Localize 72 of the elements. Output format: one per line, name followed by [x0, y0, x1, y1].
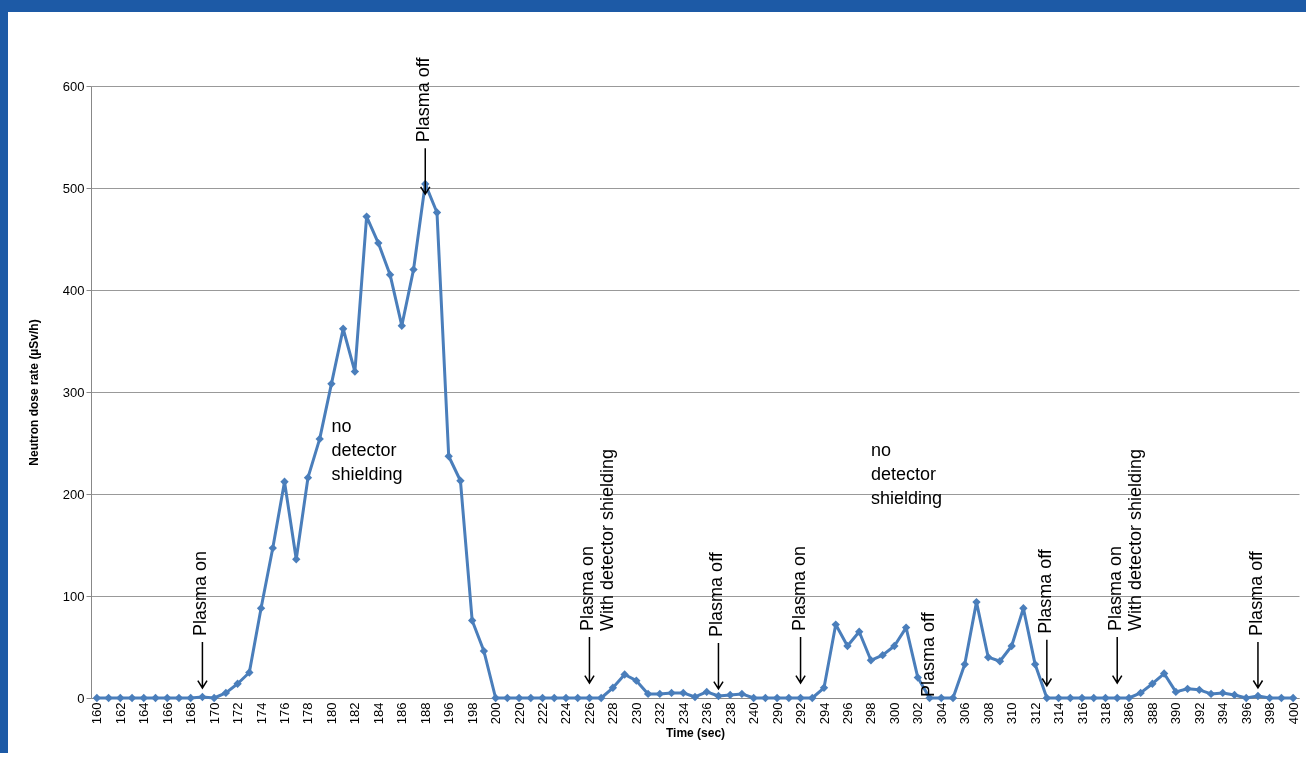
x-tick-label: 290 [769, 702, 785, 725]
y-tick-label: 0 [77, 690, 85, 706]
y-tick-label: 200 [62, 486, 85, 502]
x-tick-label: 238 [722, 702, 738, 725]
x-tick-label: 390 [1168, 702, 1184, 725]
x-tick-label: 316 [1074, 702, 1090, 725]
x-tick-label: 188 [417, 702, 433, 725]
annotation: Plasma on With detector shielding [577, 448, 618, 631]
x-tick-label: 200 [488, 702, 504, 725]
x-tick-label: 176 [277, 702, 293, 725]
x-tick-label: 226 [581, 702, 597, 725]
x-tick-label: 234 [675, 702, 691, 725]
annotation: Plasma on [190, 550, 211, 636]
x-tick-label: 314 [1051, 702, 1067, 725]
x-tick-label: 388 [1144, 702, 1160, 725]
x-tick-label: 398 [1262, 702, 1278, 725]
annotation: Plasma on With detector shielding [1105, 448, 1146, 631]
x-tick-label: 308 [980, 702, 996, 725]
annotation: Plasma off [917, 611, 938, 697]
x-axis-title: Time (sec) [665, 726, 726, 741]
x-tick-label: 186 [394, 702, 410, 725]
x-tick-label: 396 [1238, 702, 1254, 725]
x-tick-label: 306 [957, 702, 973, 725]
x-tick-label: 184 [370, 702, 386, 725]
x-tick-label: 220 [511, 702, 527, 725]
x-tick-label: 230 [628, 702, 644, 725]
x-tick-label: 232 [652, 702, 668, 725]
x-tick-label: 394 [1215, 702, 1231, 725]
x-tick-label: 296 [839, 702, 855, 725]
x-tick-label: 164 [136, 702, 152, 725]
x-tick-label: 178 [300, 702, 316, 725]
x-tick-label: 168 [183, 702, 199, 725]
y-axis-title: Neutron dose rate (µSv/h) [26, 319, 41, 466]
x-tick-label: 172 [230, 702, 246, 725]
x-tick-label: 198 [464, 702, 480, 725]
x-tick-label: 166 [159, 702, 175, 725]
annotation: Plasma off [1034, 548, 1055, 634]
x-tick-label: 182 [347, 702, 363, 725]
x-tick-label: 240 [746, 702, 762, 725]
x-tick-label: 294 [816, 702, 832, 725]
x-tick-label: 386 [1121, 702, 1137, 725]
x-tick-label: 196 [441, 702, 457, 725]
x-tick-label: 318 [1097, 702, 1113, 725]
x-tick-label: 304 [933, 702, 949, 725]
y-tick-label: 300 [62, 384, 85, 400]
x-tick-label: 180 [323, 702, 339, 725]
y-tick-label: 100 [62, 588, 85, 604]
y-tick-label: 400 [62, 282, 85, 298]
x-tick-label: 310 [1004, 702, 1020, 725]
annotation: no detector shielding [870, 440, 942, 508]
x-tick-label: 174 [253, 702, 269, 725]
x-tick-label: 170 [206, 702, 222, 725]
annotation: Plasma on [788, 545, 809, 631]
x-tick-label: 224 [558, 702, 574, 725]
y-tick-label: 600 [62, 78, 85, 94]
x-tick-label: 300 [886, 702, 902, 725]
x-tick-label: 298 [863, 702, 879, 725]
x-tick-label: 302 [910, 702, 926, 725]
x-tick-label: 400 [1285, 702, 1301, 725]
x-tick-label: 222 [535, 702, 551, 725]
annotation: no detector shielding [331, 416, 403, 484]
x-tick-label: 162 [112, 702, 128, 725]
x-tick-label: 236 [699, 702, 715, 725]
annotation: Plasma off [706, 551, 727, 637]
x-tick-label: 312 [1027, 702, 1043, 725]
annotation: Plasma off [413, 56, 434, 143]
y-tick-label: 500 [62, 180, 85, 196]
x-tick-label: 292 [793, 702, 809, 725]
x-tick-label: 228 [605, 702, 621, 725]
x-tick-label: 160 [89, 702, 105, 725]
x-tick-label: 392 [1191, 702, 1207, 725]
annotation: Plasma off [1245, 550, 1266, 636]
